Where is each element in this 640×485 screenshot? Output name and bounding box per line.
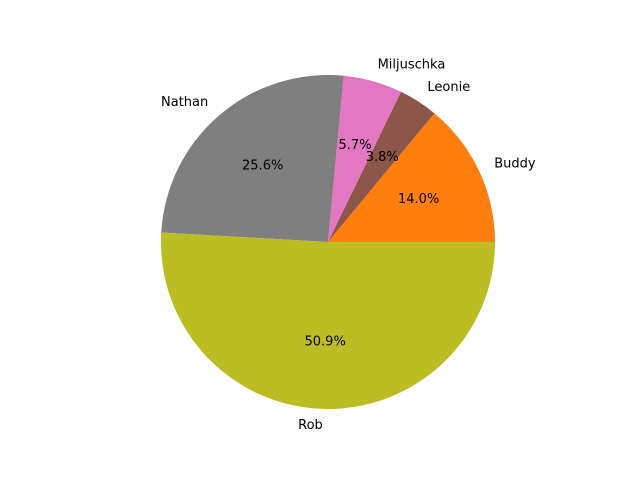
slice-label-miljuschka: Miljuschka (378, 58, 446, 73)
slice-pct-rob: 50.9% (305, 335, 346, 350)
pie-slice-leonie (328, 91, 435, 243)
slice-pct-nathan: 25.6% (242, 159, 283, 174)
pie-slice-rob (161, 232, 495, 409)
slice-pct-miljuschka: 5.7% (339, 138, 372, 153)
pie-slice-nathan (161, 74, 344, 242)
slice-label-buddy: Buddy (494, 156, 536, 171)
pie-slice-miljuschka (328, 75, 401, 242)
pie-slice-buddy (328, 113, 495, 243)
slice-pct-buddy: 14.0% (398, 192, 439, 207)
slice-label-rob: Rob (298, 418, 323, 433)
slice-pct-leonie: 3.8% (366, 150, 399, 165)
slice-label-leonie: Leonie (427, 80, 470, 95)
slice-label-nathan: Nathan (161, 95, 208, 110)
